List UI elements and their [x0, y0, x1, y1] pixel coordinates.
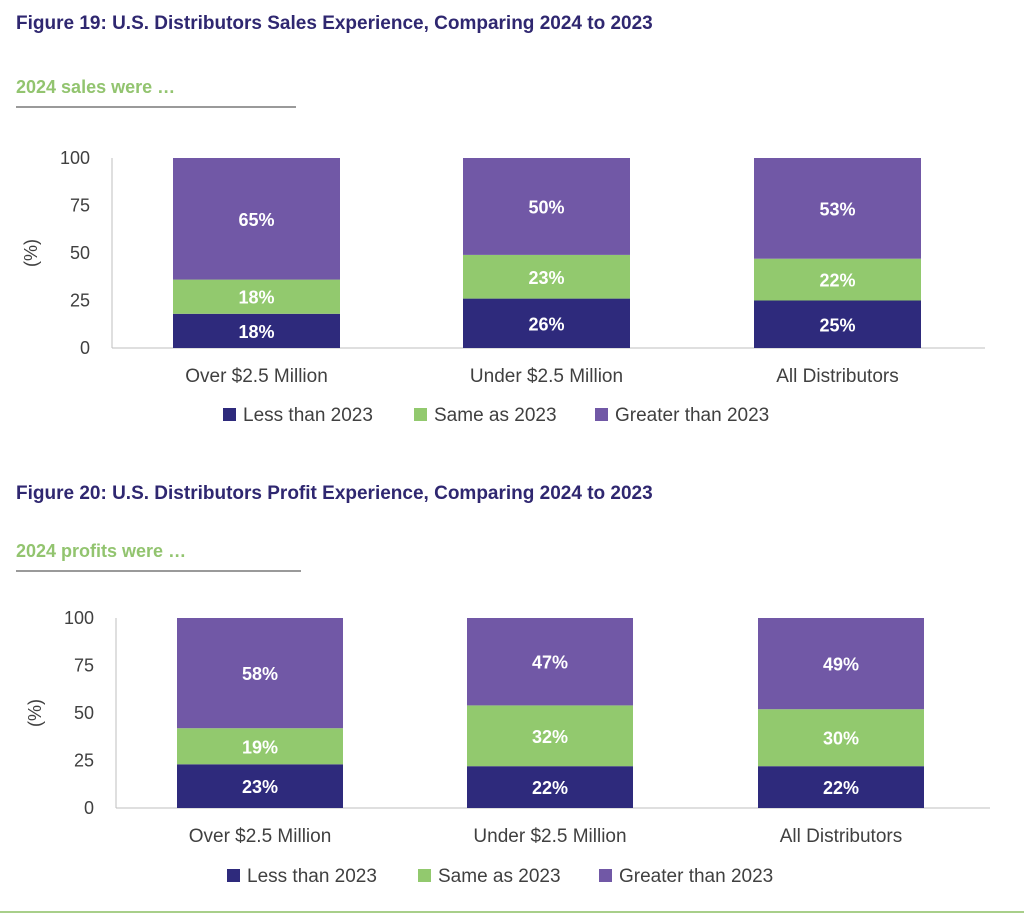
bar-segment-less — [754, 300, 921, 348]
figure-19-subtitle: 2024 sales were … — [16, 77, 176, 97]
legend-label-less: Less than 2023 — [243, 405, 373, 426]
data-label: 23% — [242, 777, 278, 797]
bar-segment-greater — [467, 618, 633, 706]
y-tick-label: 25 — [74, 751, 94, 771]
y-tick-label: 75 — [74, 656, 94, 676]
data-label: 22% — [819, 271, 855, 291]
figure-19-subtitle-rule — [16, 106, 296, 108]
bar-segment-greater — [758, 618, 924, 710]
x-category-label: All Distributors — [776, 366, 898, 387]
figure-20-subtitle-rule — [16, 570, 301, 572]
data-label: 32% — [532, 727, 568, 747]
bar-segment-less — [177, 764, 343, 808]
data-label: 18% — [238, 288, 274, 308]
bar-segment-less — [467, 766, 633, 808]
bar-segment-greater — [173, 158, 340, 280]
x-category-label: Over $2.5 Million — [185, 366, 328, 387]
figure-19-title: Figure 19: U.S. Distributors Sales Exper… — [16, 13, 653, 34]
data-label: 50% — [528, 197, 564, 217]
data-label: 65% — [238, 210, 274, 230]
y-tick-label: 100 — [60, 148, 90, 168]
data-label: 58% — [242, 664, 278, 684]
y-tick-label: 25 — [70, 291, 90, 311]
bar-segment-same — [173, 279, 340, 314]
bar-segment-same — [463, 254, 630, 299]
bar-segment-same — [177, 728, 343, 765]
x-category-label: Under $2.5 Million — [473, 826, 626, 847]
data-label: 18% — [238, 322, 274, 342]
data-label: 22% — [823, 778, 859, 798]
y-axis-label: (%) — [21, 239, 41, 267]
y-tick-label: 0 — [84, 798, 94, 818]
legend-swatch-same — [414, 408, 427, 421]
legend-label-same: Same as 2023 — [434, 405, 557, 426]
bar-segment-less — [463, 298, 630, 348]
figure-20-title: Figure 20: U.S. Distributors Profit Expe… — [16, 483, 653, 504]
bar-segment-same — [467, 705, 633, 767]
data-label: 49% — [823, 655, 859, 675]
legend-swatch-less — [223, 408, 236, 421]
page-bottom-rule — [0, 911, 1024, 913]
bar-segment-greater — [754, 158, 921, 259]
figure-20-chart: 0 25 50 75 100 (%) 23% 19% 58% Over $2.5 Million 2… — [25, 608, 990, 887]
x-category-label: Over $2.5 Million — [189, 826, 332, 847]
x-category-label: Under $2.5 Million — [470, 366, 623, 387]
bar-segment-same — [758, 709, 924, 767]
data-label: 53% — [819, 199, 855, 219]
bar-segment-less — [173, 313, 340, 348]
data-label: 23% — [528, 268, 564, 288]
data-label: 19% — [242, 737, 278, 757]
x-category-label: All Distributors — [780, 826, 902, 847]
y-tick-label: 75 — [70, 196, 90, 216]
legend-swatch-same — [418, 869, 431, 882]
y-tick-label: 0 — [80, 338, 90, 358]
y-tick-label: 50 — [70, 243, 90, 263]
bar-segment-greater — [463, 158, 630, 255]
figure-19-chart: 0 25 50 75 100 (%) 18% 18% 65% Over $2.5 Million 2… — [21, 148, 985, 426]
bar-segment-less — [758, 766, 924, 808]
legend-swatch-greater — [599, 869, 612, 882]
data-label: 22% — [532, 778, 568, 798]
bar-segment-same — [754, 258, 921, 301]
data-label: 26% — [528, 314, 564, 334]
legend-label-less: Less than 2023 — [247, 866, 377, 887]
bar-segment-greater — [177, 618, 343, 729]
legend-label-same: Same as 2023 — [438, 866, 561, 887]
legend-swatch-greater — [595, 408, 608, 421]
legend-label-greater: Greater than 2023 — [619, 866, 773, 887]
data-label: 30% — [823, 729, 859, 749]
figure-20-subtitle: 2024 profits were … — [16, 541, 187, 561]
data-label: 25% — [819, 315, 855, 335]
y-axis-label: (%) — [25, 699, 45, 727]
legend-label-greater: Greater than 2023 — [615, 405, 769, 426]
legend-swatch-less — [227, 869, 240, 882]
y-tick-label: 100 — [64, 608, 94, 628]
y-tick-label: 50 — [74, 703, 94, 723]
data-label: 47% — [532, 653, 568, 673]
